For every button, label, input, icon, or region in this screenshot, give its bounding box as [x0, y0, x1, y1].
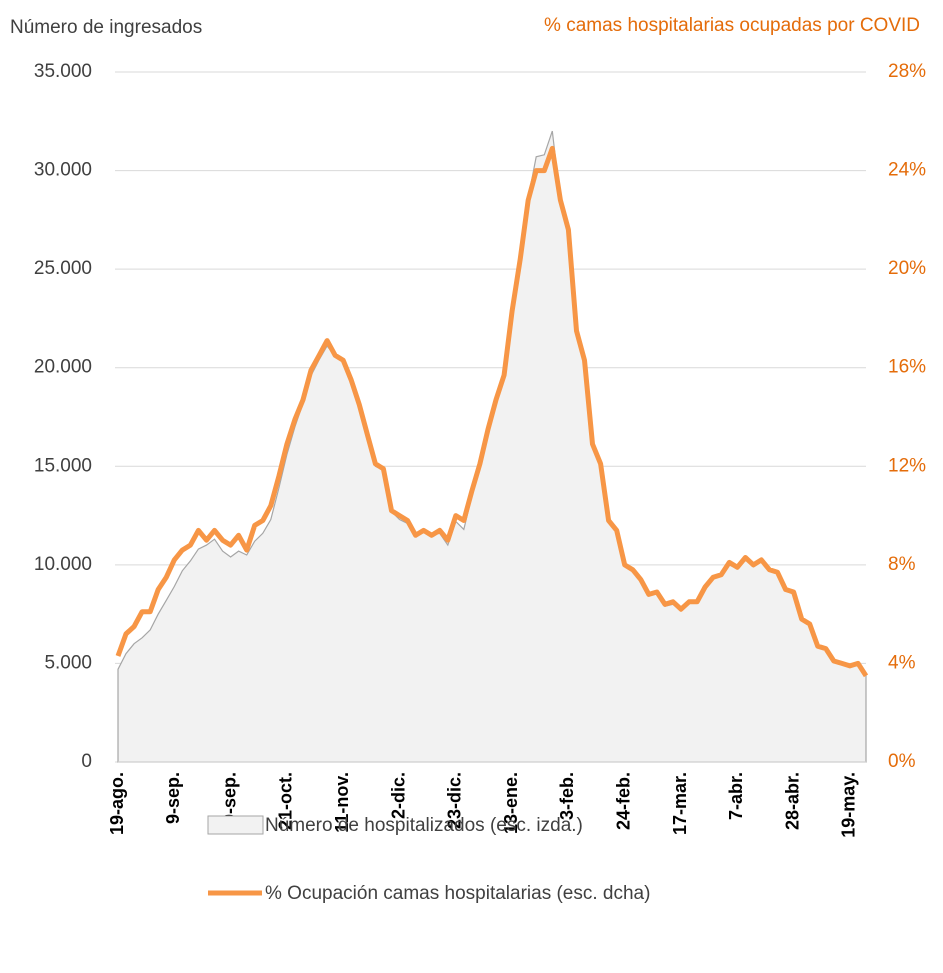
- x-tick-label: 24-feb.: [613, 772, 633, 830]
- y-tick-label: 5.000: [44, 652, 92, 673]
- x-tick-label: 23-dic.: [445, 772, 465, 829]
- y-tick-label: 20.000: [34, 357, 92, 378]
- x-tick-label: 9-sep.: [163, 772, 183, 824]
- y-tick-label: 25.000: [34, 258, 92, 279]
- x-tick-label: 28-abr.: [782, 772, 802, 830]
- y2-tick-label: 28%: [888, 61, 926, 82]
- y2-tick-label: 8%: [888, 554, 916, 575]
- y-tick-label: 0: [81, 751, 92, 772]
- y-tick-label: 35.000: [34, 61, 92, 82]
- y-tick-label: 15.000: [34, 455, 92, 476]
- x-tick-label: 13-ene.: [501, 772, 521, 834]
- x-tick-label: 19-may.: [839, 772, 859, 838]
- x-tick-label: 2-dic.: [388, 772, 408, 819]
- y2-axis-title: % camas hospitalarias ocupadas por COVID: [544, 15, 920, 36]
- x-tick-label: 11-nov.: [332, 772, 352, 833]
- y-axis-title: Número de ingresados: [10, 17, 202, 38]
- y2-tick-label: 4%: [888, 652, 916, 673]
- x-tick-label: 3-feb.: [557, 772, 577, 820]
- x-tick-label: 21-oct.: [276, 772, 296, 830]
- y-tick-label: 10.000: [34, 554, 92, 575]
- y2-tick-label: 12%: [888, 455, 926, 476]
- y2-tick-label: 24%: [888, 160, 926, 181]
- y-tick-label: 30.000: [34, 160, 92, 181]
- area-series: [117, 130, 867, 763]
- line-series: [115, 145, 869, 678]
- y2-tick-label: 20%: [888, 258, 926, 279]
- y2-tick-label: 16%: [888, 357, 926, 378]
- x-tick-label: 19-ago.: [107, 772, 127, 835]
- legend-swatch: [207, 815, 264, 835]
- x-tick-label: 17-mar.: [670, 772, 690, 835]
- legend-label: Número de hospitalizados (esc. izda.): [265, 815, 583, 836]
- y2-tick-label: 0%: [888, 751, 916, 772]
- x-tick-label: 7-abr.: [726, 772, 746, 820]
- legend-label: % Ocupación camas hospitalarias (esc. dc…: [265, 883, 650, 904]
